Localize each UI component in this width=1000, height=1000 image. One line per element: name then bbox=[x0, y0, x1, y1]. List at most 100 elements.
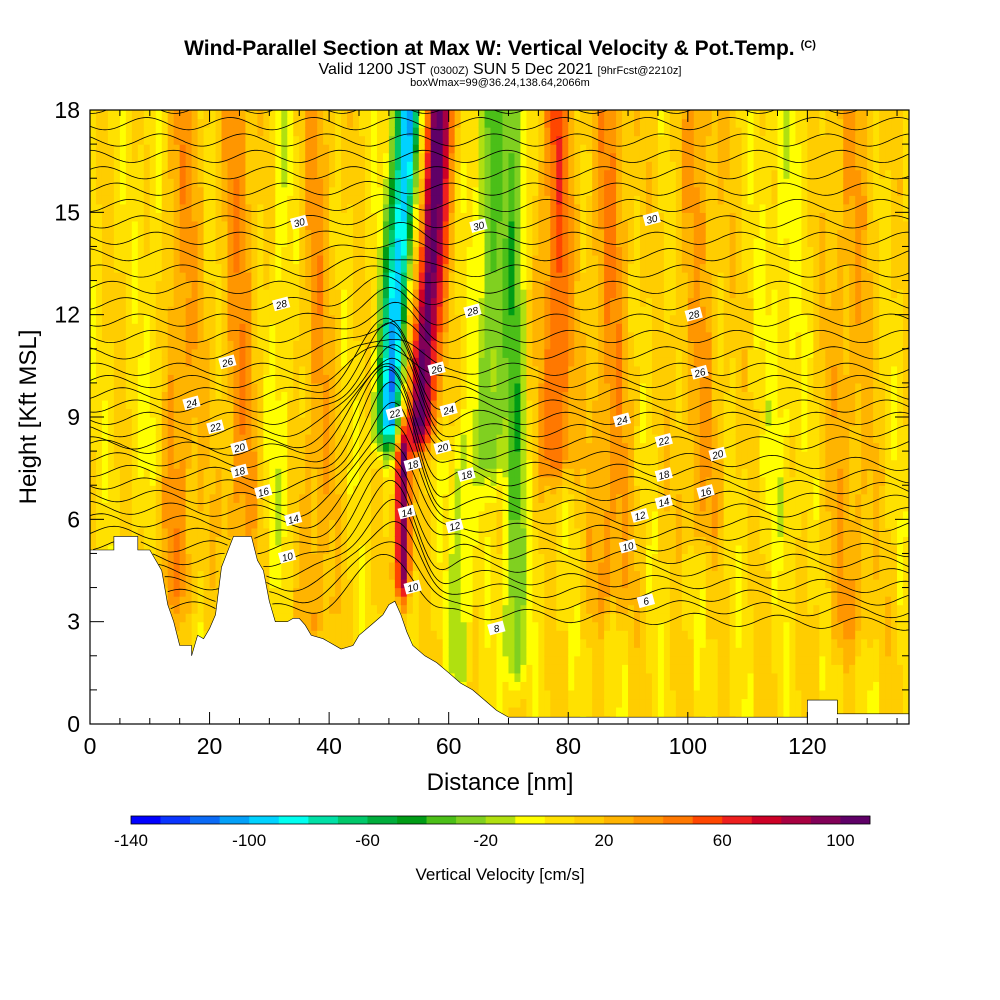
velocity-cell bbox=[376, 203, 384, 213]
velocity-cell bbox=[263, 374, 270, 384]
velocity-cell bbox=[137, 152, 145, 162]
velocity-cell bbox=[424, 152, 432, 162]
velocity-cell bbox=[179, 434, 187, 444]
velocity-cell bbox=[472, 289, 480, 299]
velocity-cell bbox=[317, 527, 324, 537]
velocity-cell bbox=[442, 544, 450, 555]
velocity-cell bbox=[335, 553, 342, 563]
velocity-cell bbox=[287, 254, 294, 265]
velocity-cell bbox=[442, 536, 450, 546]
velocity-cell bbox=[227, 399, 235, 410]
velocity-cell bbox=[227, 331, 235, 341]
velocity-cell bbox=[394, 374, 402, 384]
velocity-cell bbox=[323, 544, 330, 555]
velocity-cell bbox=[496, 135, 504, 145]
velocity-cell bbox=[364, 365, 372, 375]
velocity-cell bbox=[119, 323, 127, 333]
velocity-cell bbox=[197, 527, 205, 537]
velocity-cell bbox=[191, 459, 199, 469]
velocity-cell bbox=[155, 178, 163, 188]
velocity-cell bbox=[197, 220, 205, 230]
velocity-cell bbox=[269, 331, 276, 341]
velocity-cell bbox=[406, 323, 414, 333]
velocity-cell bbox=[382, 382, 390, 393]
velocity-cell bbox=[418, 212, 426, 222]
velocity-cell bbox=[472, 195, 480, 205]
velocity-cell bbox=[496, 630, 504, 640]
velocity-cell bbox=[311, 442, 318, 452]
velocity-cell bbox=[299, 237, 306, 248]
velocity-cell bbox=[400, 280, 408, 290]
velocity-cell bbox=[131, 323, 139, 333]
velocity-cell bbox=[317, 254, 324, 265]
velocity-cell bbox=[484, 246, 492, 256]
velocity-cell bbox=[406, 417, 414, 427]
velocity-cell bbox=[113, 169, 121, 179]
velocity-cell bbox=[263, 331, 270, 341]
velocity-cell bbox=[113, 434, 121, 444]
velocity-cell bbox=[287, 536, 294, 546]
velocity-cell bbox=[364, 237, 372, 248]
velocity-cell bbox=[454, 118, 462, 128]
velocity-cell bbox=[245, 476, 253, 486]
velocity-cell bbox=[167, 314, 175, 324]
velocity-cell bbox=[281, 442, 288, 452]
velocity-cell bbox=[251, 272, 258, 282]
velocity-cell bbox=[173, 519, 181, 529]
velocity-cell bbox=[502, 561, 510, 572]
velocity-cell bbox=[454, 434, 462, 444]
velocity-cell bbox=[382, 587, 390, 597]
velocity-cell bbox=[382, 297, 390, 307]
velocity-cell bbox=[323, 374, 330, 384]
velocity-cell bbox=[179, 152, 187, 162]
velocity-cell bbox=[161, 254, 169, 265]
velocity-cell bbox=[251, 493, 258, 503]
velocity-cell bbox=[412, 570, 420, 580]
velocity-cell bbox=[478, 561, 486, 572]
velocity-cell bbox=[448, 459, 456, 469]
velocity-cell bbox=[311, 604, 318, 614]
velocity-cell bbox=[107, 144, 115, 154]
velocity-cell bbox=[239, 110, 247, 120]
velocity-cell bbox=[173, 365, 181, 375]
velocity-cell bbox=[305, 570, 312, 580]
velocity-cell bbox=[317, 596, 324, 606]
velocity-cell bbox=[490, 510, 498, 520]
velocity-cell bbox=[466, 348, 474, 358]
velocity-cell bbox=[460, 220, 468, 230]
velocity-cell bbox=[502, 553, 510, 563]
velocity-cell bbox=[329, 502, 336, 512]
velocity-cell bbox=[269, 391, 276, 401]
velocity-cell bbox=[418, 340, 426, 350]
velocity-cell bbox=[173, 280, 181, 290]
velocity-cell bbox=[329, 451, 336, 461]
velocity-cell bbox=[484, 254, 492, 265]
velocity-cell bbox=[448, 186, 456, 196]
velocity-cell bbox=[400, 442, 408, 452]
velocity-cell bbox=[341, 408, 348, 418]
velocity-cell bbox=[490, 263, 498, 273]
velocity-cell bbox=[125, 434, 133, 444]
velocity-cell bbox=[341, 331, 348, 341]
velocity-cell bbox=[490, 169, 498, 179]
velocity-cell bbox=[245, 323, 253, 333]
velocity-cell bbox=[311, 280, 318, 290]
velocity-cell bbox=[257, 536, 264, 546]
velocity-cell bbox=[161, 399, 169, 410]
velocity-cell bbox=[149, 110, 157, 120]
velocity-cell bbox=[353, 169, 360, 179]
velocity-cell bbox=[418, 365, 426, 375]
velocity-cell bbox=[149, 195, 157, 205]
velocity-cell bbox=[161, 553, 169, 563]
velocity-cell bbox=[155, 144, 163, 154]
velocity-cell bbox=[149, 485, 157, 495]
velocity-cell bbox=[221, 519, 229, 529]
velocity-cell bbox=[251, 459, 258, 469]
velocity-cell bbox=[466, 536, 474, 546]
velocity-cell bbox=[245, 186, 253, 196]
velocity-cell bbox=[496, 417, 504, 427]
velocity-cell bbox=[430, 399, 438, 410]
velocity-cell bbox=[370, 135, 378, 145]
velocity-cell bbox=[197, 110, 205, 120]
velocity-cell bbox=[251, 144, 258, 154]
